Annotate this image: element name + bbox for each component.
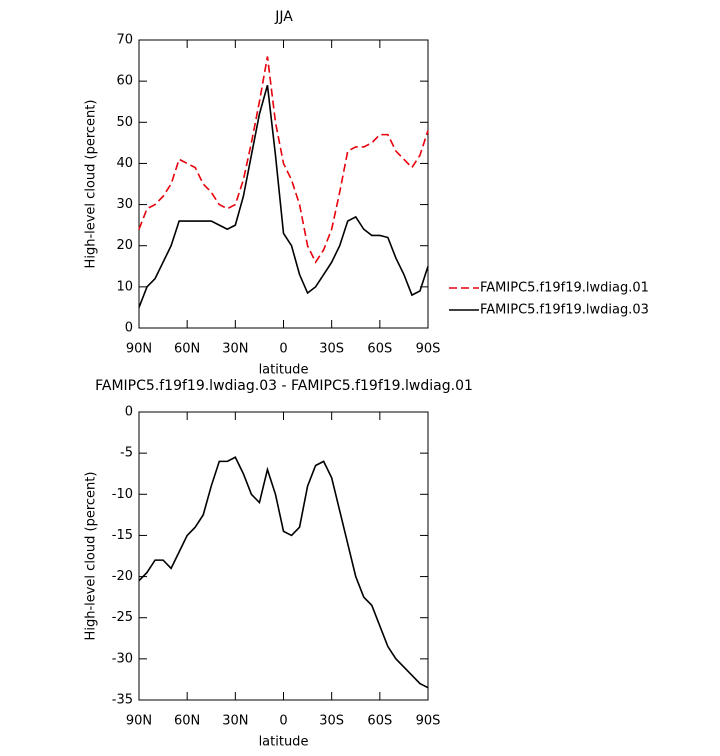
y-axis-label: High-level cloud (percent): [84, 472, 99, 641]
y-tick-label: 70: [116, 33, 133, 48]
y-tick-label: 60: [116, 74, 133, 89]
y-tick-label: 10: [116, 279, 133, 294]
y-tick-label: 40: [116, 156, 133, 171]
y-tick-label: -30: [112, 651, 133, 666]
y-tick-label: -5: [120, 446, 133, 461]
chart-title: FAMIPC5.f19f19.lwdiag.03 - FAMIPC5.f19f1…: [95, 378, 473, 394]
y-tick-label: 0: [125, 405, 133, 420]
y-tick-label: -35: [112, 693, 133, 708]
legend-label: FAMIPC5.f19f19.lwdiag.01: [480, 281, 649, 296]
data-line: [138, 85, 429, 308]
plot-frame: [138, 411, 429, 701]
x-tick-label: 30S: [319, 342, 344, 357]
data-line: [138, 56, 429, 264]
chart-title: JJA: [274, 9, 293, 25]
plot-frame: [138, 39, 429, 329]
x-axis-label: latitude: [259, 363, 309, 378]
y-tick-label: 20: [116, 238, 133, 253]
y-tick-label: -15: [112, 528, 133, 543]
x-tick-label: 90N: [126, 714, 152, 729]
x-tick-label: 60N: [174, 342, 200, 357]
x-tick-label: 0: [279, 714, 287, 729]
legend-label: FAMIPC5.f19f19.lwdiag.03: [480, 303, 649, 318]
x-tick-label: 30N: [222, 342, 248, 357]
x-tick-label: 60N: [174, 714, 200, 729]
y-tick-label: -10: [112, 487, 133, 502]
x-tick-label: 0: [279, 342, 287, 357]
x-tick-label: 90S: [416, 714, 441, 729]
x-tick-label: 60S: [367, 342, 392, 357]
y-tick-label: 0: [125, 321, 133, 336]
y-axis-label: High-level cloud (percent): [84, 100, 99, 269]
x-tick-label: 90S: [416, 342, 441, 357]
y-tick-label: 50: [116, 115, 133, 130]
data-line: [138, 456, 429, 689]
y-tick-label: -25: [112, 610, 133, 625]
x-axis-label: latitude: [259, 735, 309, 750]
x-tick-label: 90N: [126, 342, 152, 357]
x-tick-label: 30N: [222, 714, 248, 729]
y-tick-label: -20: [112, 569, 133, 584]
x-tick-label: 60S: [367, 714, 392, 729]
x-tick-label: 30S: [319, 714, 344, 729]
y-tick-label: 30: [116, 197, 133, 212]
